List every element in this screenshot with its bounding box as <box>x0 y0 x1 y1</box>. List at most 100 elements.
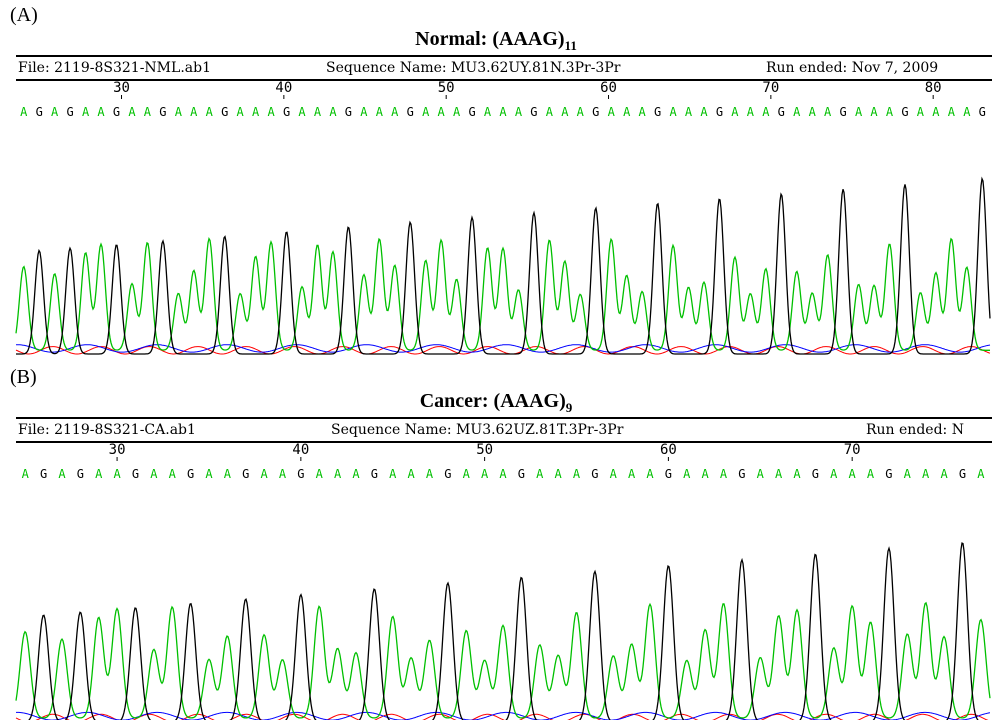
base-call: A <box>809 105 817 119</box>
base-call: A <box>867 467 875 481</box>
tick-label: 30 <box>109 442 126 458</box>
base-call: A <box>702 467 710 481</box>
trace-T <box>15 713 989 720</box>
tick-label: 50 <box>476 442 493 458</box>
base-call: A <box>948 105 956 119</box>
base-call: G <box>778 105 785 119</box>
base-call: A <box>683 467 691 481</box>
base-call: A <box>97 105 105 119</box>
base-call: A <box>904 467 912 481</box>
base-call: A <box>757 467 765 481</box>
base-call: A <box>175 105 183 119</box>
base-call: A <box>22 467 30 481</box>
trace-A <box>15 601 991 719</box>
base-call: A <box>252 105 260 119</box>
base-call: G <box>297 467 304 481</box>
sequence-name: Sequence Name: MU3.62UZ.81T.3Pr-3Pr <box>331 422 624 438</box>
base-call: G <box>36 105 43 119</box>
base-call: A <box>329 105 337 119</box>
base-call: A <box>407 467 415 481</box>
base-call: A <box>260 467 268 481</box>
base-call: A <box>438 105 446 119</box>
base-call: A <box>190 105 198 119</box>
base-call: A <box>608 105 616 119</box>
chromatogram-normal: 30 40 50 60 70 80A G A G A A G A A G A A A G A A A G A A A G A A A G A A… <box>15 80 991 355</box>
base-call: A <box>20 105 28 119</box>
base-call: A <box>426 467 434 481</box>
base-call: A <box>610 467 618 481</box>
base-call: A <box>555 467 563 481</box>
base-call: A <box>279 467 287 481</box>
base-call: A <box>628 467 636 481</box>
base-call: G <box>840 105 847 119</box>
base-call: G <box>242 467 249 481</box>
base-call: A <box>515 105 523 119</box>
base-call: G <box>444 467 451 481</box>
panel-label: (A) <box>10 4 38 26</box>
base-call: A <box>685 105 693 119</box>
run-ended: Run ended: N <box>866 422 964 438</box>
base-call: A <box>128 105 136 119</box>
base-call: G <box>885 467 892 481</box>
base-call: A <box>144 105 152 119</box>
file-info-bar: File: 2119-8S321-CA.ab1 Sequence Name: M… <box>16 417 992 443</box>
tick-label: 60 <box>660 442 677 458</box>
base-call: A <box>940 467 948 481</box>
base-call: A <box>886 105 894 119</box>
base-call: A <box>855 105 863 119</box>
base-call: A <box>237 105 245 119</box>
base-call: A <box>205 467 213 481</box>
base-call: A <box>391 105 399 119</box>
base-call: G <box>371 467 378 481</box>
panel-title: Cancer: (AAAG)9 <box>0 390 992 416</box>
base-call: A <box>793 105 801 119</box>
trace-A <box>15 237 990 351</box>
base-call: G <box>591 467 598 481</box>
base-call: A <box>376 105 384 119</box>
tick-label: 70 <box>844 442 861 458</box>
base-call: G <box>113 105 120 119</box>
tick-label: 40 <box>275 80 292 96</box>
base-call: A <box>639 105 647 119</box>
base-call: A <box>481 467 489 481</box>
base-call: G <box>221 105 228 119</box>
base-call: A <box>314 105 322 119</box>
panel-title: Normal: (AAAG)11 <box>0 28 992 54</box>
base-call: G <box>592 105 599 119</box>
base-call: G <box>530 105 537 119</box>
base-call: A <box>484 105 492 119</box>
tick-label: 50 <box>438 80 455 96</box>
base-call: A <box>95 467 103 481</box>
base-call: A <box>546 105 554 119</box>
base-call: A <box>58 467 66 481</box>
base-call: A <box>963 105 971 119</box>
base-call: G <box>345 105 352 119</box>
panel-label: (B) <box>10 366 37 388</box>
tick-label: 70 <box>762 80 779 96</box>
base-call: G <box>979 105 986 119</box>
base-call: G <box>738 467 745 481</box>
base-call: A <box>352 467 360 481</box>
base-call: A <box>824 105 832 119</box>
base-call: A <box>932 105 940 119</box>
trace-C <box>16 711 991 720</box>
base-call: A <box>922 467 930 481</box>
base-call: A <box>669 105 677 119</box>
base-call: G <box>518 467 525 481</box>
tick-label: 60 <box>600 80 617 96</box>
base-call: A <box>849 467 857 481</box>
sequence-name: Sequence Name: MU3.62UY.81N.3Pr-3Pr <box>326 60 621 76</box>
base-call: A <box>573 467 581 481</box>
base-call: G <box>283 105 290 119</box>
base-call: A <box>298 105 306 119</box>
base-call: A <box>917 105 925 119</box>
base-call: G <box>159 105 166 119</box>
file-name: File: 2119-8S321-NML.ab1 <box>18 60 211 76</box>
base-call: A <box>51 105 59 119</box>
base-call: A <box>206 105 214 119</box>
base-call: G <box>468 105 475 119</box>
base-call: A <box>623 105 631 119</box>
base-call: A <box>830 467 838 481</box>
base-call: A <box>316 467 324 481</box>
tick-label: 40 <box>292 442 309 458</box>
